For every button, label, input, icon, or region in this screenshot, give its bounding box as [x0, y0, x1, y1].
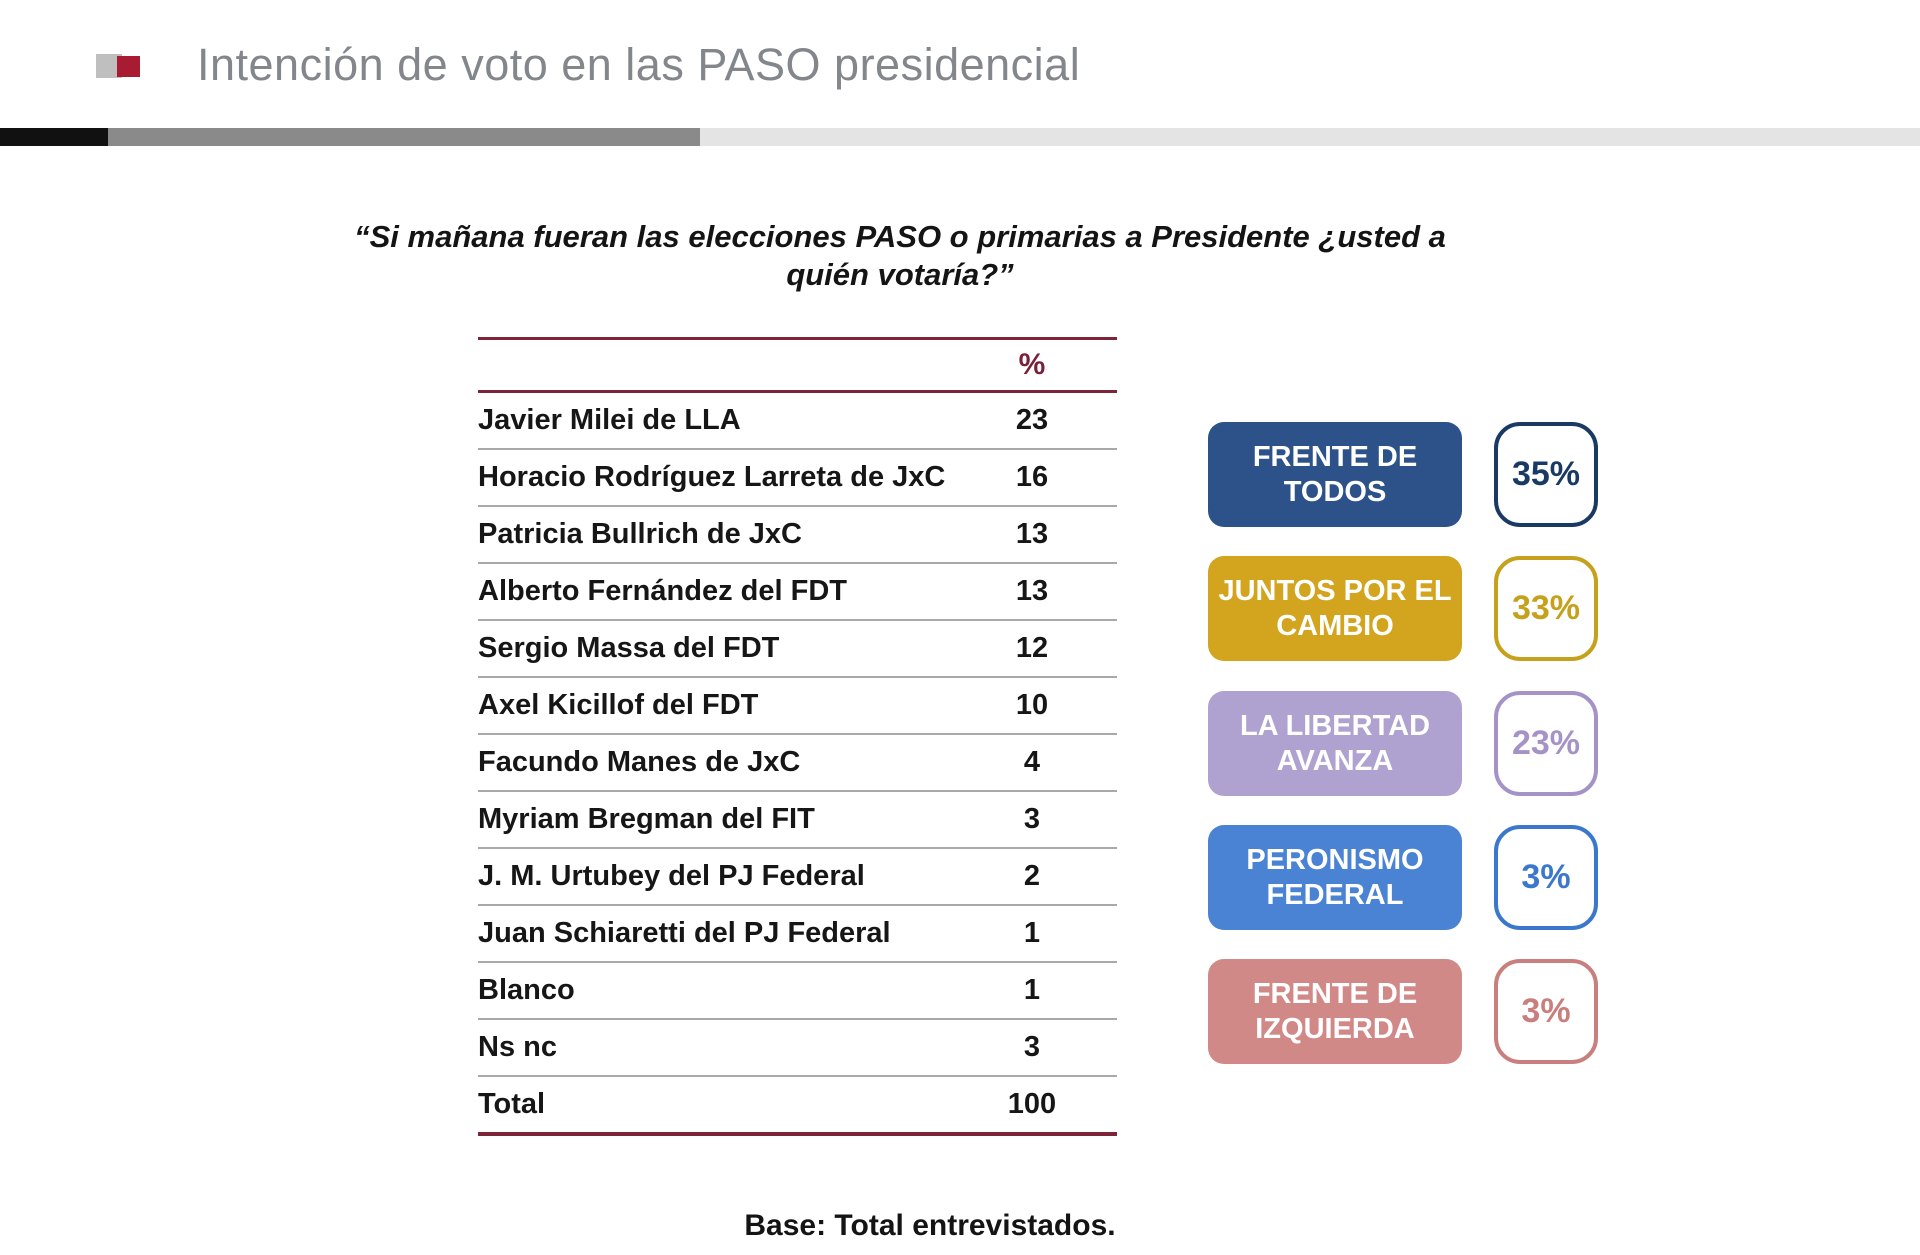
coalition-row: FRENTE DE TODOS 35% — [1208, 422, 1608, 527]
candidate-value: 2 — [1023, 860, 1041, 892]
total-label: Total — [478, 1088, 546, 1120]
coalition-row: PERONISMO FEDERAL 3% — [1208, 825, 1608, 930]
coalition-pct-juntos-por-el-cambio: 33% — [1494, 556, 1598, 661]
coalition-pct-la-libertad-avanza: 23% — [1494, 691, 1598, 796]
candidate-label: Juan Schiaretti del PJ Federal — [478, 917, 891, 949]
coalition-name-line1: LA LIBERTAD — [1239, 709, 1431, 742]
candidate-label: Sergio Massa del FDT — [478, 632, 780, 664]
table-row: Blanco 1 — [478, 963, 1117, 1020]
coalition-row: FRENTE DE IZQUIERDA 3% — [1208, 959, 1608, 1064]
coalition-pct-value: 33% — [1511, 589, 1581, 627]
coalition-name-line2: FEDERAL — [1266, 878, 1404, 911]
candidate-value: 23 — [1015, 404, 1049, 436]
table-header-row: % — [478, 340, 1117, 393]
survey-question-line1: “Si mañana fueran las elecciones PASO o … — [354, 219, 1446, 254]
table-total-row: Total 100 — [478, 1077, 1117, 1132]
table-row: Juan Schiaretti del PJ Federal 1 — [478, 906, 1117, 963]
coalition-pct-peronismo-federal: 3% — [1494, 825, 1598, 930]
table-row: Sergio Massa del FDT 12 — [478, 621, 1117, 678]
coalition-box-peronismo-federal: PERONISMO FEDERAL — [1208, 825, 1462, 930]
candidate-value: 13 — [1015, 518, 1049, 550]
separator-segment-gray — [108, 128, 700, 146]
candidate-value: 16 — [1015, 461, 1049, 493]
coalition-name-line1: FRENTE DE — [1252, 440, 1418, 473]
table-row: Horacio Rodríguez Larreta de JxC 16 — [478, 450, 1117, 507]
candidate-value: 10 — [1015, 689, 1049, 721]
coalition-name-line1: JUNTOS POR EL — [1218, 574, 1452, 607]
candidate-label: Blanco — [478, 974, 575, 1006]
coalition-pct-value: 3% — [1521, 992, 1571, 1030]
bullet-crimson-square — [117, 56, 140, 77]
candidate-value: 4 — [1023, 746, 1041, 778]
poll-results-table: % Javier Milei de LLA 23 Horacio Rodrígu… — [478, 337, 1117, 1136]
candidate-label: Myriam Bregman del FIT — [478, 803, 815, 835]
table-row: Facundo Manes de JxC 4 — [478, 735, 1117, 792]
coalition-box-la-libertad-avanza: LA LIBERTAD AVANZA — [1208, 691, 1462, 796]
slide-bullet-icon — [96, 54, 141, 79]
candidate-label: Patricia Bullrich de JxC — [478, 518, 802, 550]
coalition-pct-value: 23% — [1511, 724, 1581, 762]
candidate-value: 3 — [1023, 1031, 1041, 1063]
survey-question: “Si mañana fueran las elecciones PASO o … — [250, 218, 1550, 294]
separator-segment-light — [700, 128, 1920, 146]
coalition-name-line1: FRENTE DE — [1252, 977, 1418, 1010]
coalition-pct-frente-de-todos: 35% — [1494, 422, 1598, 527]
candidate-label: J. M. Urtubey del PJ Federal — [478, 860, 865, 892]
table-row: Ns nc 3 — [478, 1020, 1117, 1077]
page-title: Intención de voto en las PASO presidenci… — [197, 39, 1081, 90]
coalition-name-line2: AVANZA — [1276, 744, 1394, 777]
coalition-name-line2: IZQUIERDA — [1255, 1012, 1415, 1045]
candidate-value: 1 — [1023, 974, 1041, 1006]
candidate-label: Horacio Rodríguez Larreta de JxC — [478, 461, 946, 493]
candidate-label: Facundo Manes de JxC — [478, 746, 801, 778]
coalition-name-line2: TODOS — [1283, 475, 1387, 508]
table-row: J. M. Urtubey del PJ Federal 2 — [478, 849, 1117, 906]
title-separator-bar — [0, 128, 1920, 146]
coalition-pct-value: 3% — [1521, 858, 1571, 896]
candidate-value: 1 — [1023, 917, 1041, 949]
coalition-box-frente-de-izquierda: FRENTE DE IZQUIERDA — [1208, 959, 1462, 1064]
percent-column-header: % — [1018, 348, 1046, 381]
coalition-pct-frente-de-izquierda: 3% — [1494, 959, 1598, 1064]
coalition-name-line2: CAMBIO — [1276, 609, 1394, 642]
table-row: Javier Milei de LLA 23 — [478, 393, 1117, 450]
separator-segment-black — [0, 128, 108, 146]
table-row: Alberto Fernández del FDT 13 — [478, 564, 1117, 621]
candidate-label: Ns nc — [478, 1031, 557, 1063]
candidate-label: Alberto Fernández del FDT — [478, 575, 847, 607]
coalition-row: JUNTOS POR EL CAMBIO 33% — [1208, 556, 1608, 661]
survey-question-line2: quién votaría?” — [786, 257, 1014, 292]
base-note: Base: Total entrevistados. — [744, 1209, 1116, 1242]
candidate-value: 12 — [1015, 632, 1049, 664]
candidate-value: 3 — [1023, 803, 1041, 835]
coalition-row: LA LIBERTAD AVANZA 23% — [1208, 691, 1608, 796]
candidate-value: 13 — [1015, 575, 1049, 607]
total-value: 100 — [1007, 1088, 1057, 1120]
table-row: Myriam Bregman del FIT 3 — [478, 792, 1117, 849]
candidate-label: Axel Kicillof del FDT — [478, 689, 759, 721]
coalition-box-juntos-por-el-cambio: JUNTOS POR EL CAMBIO — [1208, 556, 1462, 661]
coalition-name-line1: PERONISMO — [1246, 843, 1424, 876]
coalition-box-frente-de-todos: FRENTE DE TODOS — [1208, 422, 1462, 527]
table-row: Axel Kicillof del FDT 10 — [478, 678, 1117, 735]
coalition-pct-value: 35% — [1511, 455, 1581, 493]
candidate-label: Javier Milei de LLA — [478, 404, 741, 436]
table-row: Patricia Bullrich de JxC 13 — [478, 507, 1117, 564]
